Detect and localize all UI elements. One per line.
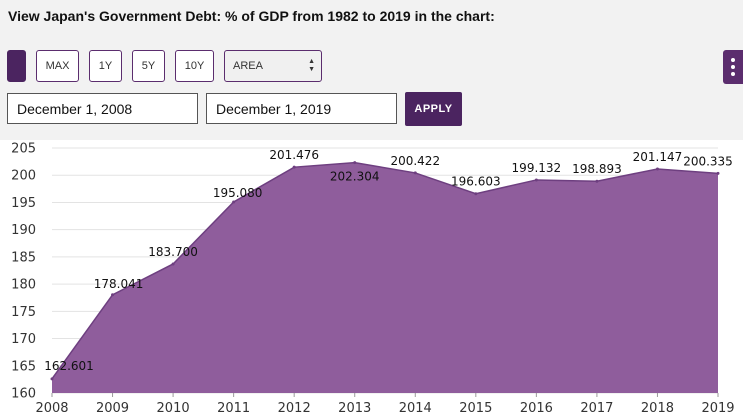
x-tick-label: 2019	[701, 401, 734, 416]
data-label: 201.476	[269, 148, 319, 162]
data-point	[353, 161, 357, 165]
x-tick-label: 2017	[580, 401, 613, 416]
end-date-input[interactable]	[206, 93, 397, 124]
x-tick-label: 2011	[217, 401, 250, 416]
x-tick-label: 2012	[278, 401, 311, 416]
debt-area-chart: 160 165 170 175 180 185 190 195 200 205 2008 2009 20…	[0, 140, 743, 417]
y-tick-label: 185	[11, 250, 36, 265]
data-label: 183.700	[148, 245, 198, 259]
data-point	[595, 179, 599, 183]
area-series-fill	[52, 162, 718, 393]
data-point	[292, 165, 296, 169]
x-tick-label: 2016	[520, 401, 553, 416]
x-tick-label: 2013	[338, 401, 371, 416]
kebab-menu-icon	[731, 58, 735, 76]
range-button-max[interactable]: MAX	[36, 50, 79, 82]
menu-button[interactable]	[723, 50, 743, 84]
data-label: 200.422	[390, 154, 440, 168]
x-tick-label: 2018	[641, 401, 674, 416]
data-label: 199.132	[512, 161, 562, 175]
x-tick-label: 2009	[96, 401, 129, 416]
data-label: 196.603	[451, 175, 501, 189]
page-title: View Japan's Government Debt: % of GDP f…	[8, 8, 495, 24]
data-label: 202.304	[330, 170, 380, 184]
range-button-active[interactable]	[7, 50, 26, 82]
y-tick-label: 205	[11, 142, 36, 157]
data-point	[413, 171, 417, 175]
data-label: 178.041	[94, 277, 144, 291]
data-point	[232, 200, 236, 204]
data-point	[111, 293, 115, 297]
data-label: 198.893	[572, 162, 622, 176]
x-tick-label: 2010	[157, 401, 190, 416]
y-tick-label: 190	[11, 223, 36, 238]
data-point	[171, 262, 175, 266]
data-label: 201.147	[633, 150, 683, 164]
apply-button[interactable]: APPLY	[405, 92, 462, 126]
y-tick-label: 160	[11, 387, 36, 402]
select-arrows-icon: ▲ ▼	[308, 58, 315, 73]
data-label: 162.601	[44, 359, 94, 373]
y-tick-label: 165	[11, 359, 36, 374]
range-button-1y[interactable]: 1Y	[89, 50, 122, 82]
data-label: 195.080	[213, 186, 263, 200]
area-series-line	[51, 161, 719, 380]
y-tick-label: 200	[11, 169, 36, 184]
data-point	[655, 167, 659, 171]
data-point	[534, 178, 538, 182]
data-label: 200.335	[683, 154, 733, 168]
chart-type-selected-value: AREA	[233, 60, 263, 72]
data-point	[716, 171, 720, 175]
start-date-input[interactable]	[7, 93, 198, 124]
y-tick-label: 180	[11, 278, 36, 293]
x-tick-label: 2008	[35, 401, 68, 416]
data-point	[474, 192, 478, 196]
range-button-10y[interactable]: 10Y	[175, 50, 214, 82]
y-tick-label: 170	[11, 332, 36, 347]
y-tick-label: 175	[11, 305, 36, 320]
y-tick-label: 195	[11, 196, 36, 211]
x-tick-label: 2015	[459, 401, 492, 416]
x-tick-label: 2014	[399, 401, 432, 416]
chart-type-select[interactable]: AREA ▲ ▼	[224, 50, 322, 82]
data-point	[50, 377, 54, 381]
range-button-5y[interactable]: 5Y	[132, 50, 165, 82]
